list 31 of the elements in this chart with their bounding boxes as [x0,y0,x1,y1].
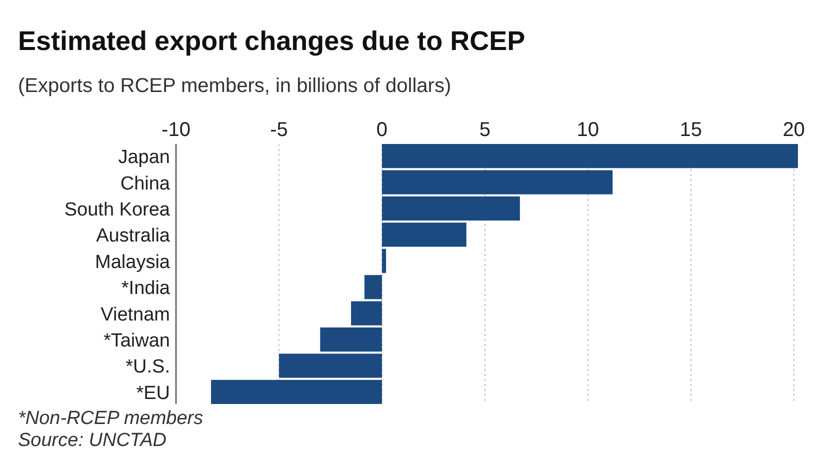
bar [278,354,382,378]
x-tick-label: -5 [270,119,288,141]
bar [351,301,382,326]
source-note: Source: UNCTAD [18,430,167,451]
y-tick-label: Japan [118,147,170,168]
bar [382,222,466,247]
y-tick-label: Malaysia [95,252,170,273]
bar [211,380,382,404]
x-tick-label: 20 [782,119,805,141]
x-tick-label: -10 [162,119,190,141]
y-tick-label: Australia [96,226,170,247]
bar [382,144,798,168]
y-tick-label: South Korea [64,199,170,220]
chart-subtitle: (Exports to RCEP members, in billions of dollars) [18,75,452,97]
y-tick-label: *U.S. [126,356,170,378]
x-tick-label: 0 [376,119,388,141]
bar [382,170,613,194]
y-tick-label: China [120,173,170,194]
text: *Non-RCEP members [18,408,204,429]
bar [382,248,386,273]
y-tick-label: Vietnam [100,304,170,326]
x-tick-label: 10 [576,119,600,141]
y-tick-label: *Taiwan [103,330,170,352]
y-tick-label: *India [121,278,170,300]
x-tick-label: 5 [479,119,490,141]
bar [382,196,520,221]
bar [364,275,382,300]
chart-title: Estimated export changes due to RCEP [18,26,526,56]
x-tick-label: 15 [680,119,702,141]
y-tick-label: *EU [136,382,170,404]
bar [320,327,382,352]
